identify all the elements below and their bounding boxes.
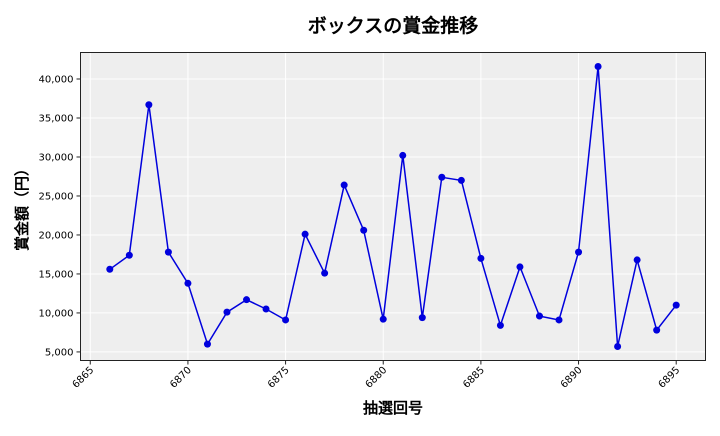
x-tick-label: 6880 [364,365,390,391]
data-point-marker [184,279,192,287]
data-point-marker [575,248,583,256]
data-point-marker [223,308,231,316]
gridlines [80,52,706,361]
chart-title: ボックスの賞金推移 [308,14,478,37]
x-tick-label: 6875 [266,365,292,391]
data-point-marker [301,230,309,238]
data-point-marker [340,181,348,189]
data-point-marker [614,342,622,350]
data-point-marker [164,248,172,256]
x-axis-ticks: 6865 6870 6875 6880 6885 6890 6895 [71,360,683,391]
y-axis-ticks: 5,000 10,000 15,000 20,000 25,000 30,000 35,00… [39,75,81,358]
x-tick-label: 6885 [461,365,487,391]
data-point-marker [555,316,563,324]
data-point-marker [535,312,543,320]
data-point-marker [282,316,290,324]
y-tick-label: 40,000 [39,75,74,86]
y-axis-label: 賞金額（円） [13,161,31,251]
data-point-marker [418,314,426,322]
y-tick-label: 25,000 [39,191,74,202]
data-point-marker [633,256,641,264]
data-point-marker [438,173,446,181]
data-point-marker [145,101,153,109]
x-tick-label: 6870 [168,365,194,391]
data-series [106,63,680,350]
data-point-marker [125,251,133,259]
data-point-marker [360,226,368,234]
data-point-marker [477,254,485,262]
y-tick-label: 20,000 [39,230,74,241]
x-axis-label: 抽選回号 [363,399,423,417]
data-point-marker [262,305,270,313]
data-point-marker [379,315,387,323]
x-tick-label: 6895 [657,365,683,391]
x-tick-label: 6865 [71,365,97,391]
series-line [109,66,677,347]
y-tick-label: 35,000 [39,113,74,124]
x-tick-label: 6890 [559,365,585,391]
data-point-marker [594,63,602,71]
data-point-marker [672,301,680,309]
data-point-marker [399,151,407,159]
y-tick-label: 10,000 [39,308,74,319]
data-point-marker [653,326,661,334]
y-tick-label: 15,000 [39,269,74,280]
y-tick-label: 30,000 [39,152,74,163]
data-point-marker [106,265,114,273]
plot-frame [80,52,706,361]
data-point-marker [243,296,251,304]
y-tick-label: 5,000 [45,347,74,358]
data-point-marker [457,176,465,184]
data-point-marker [203,340,211,348]
data-point-marker [321,269,329,277]
data-point-marker [516,263,524,271]
plot-area [80,52,706,361]
data-point-marker [496,321,504,329]
